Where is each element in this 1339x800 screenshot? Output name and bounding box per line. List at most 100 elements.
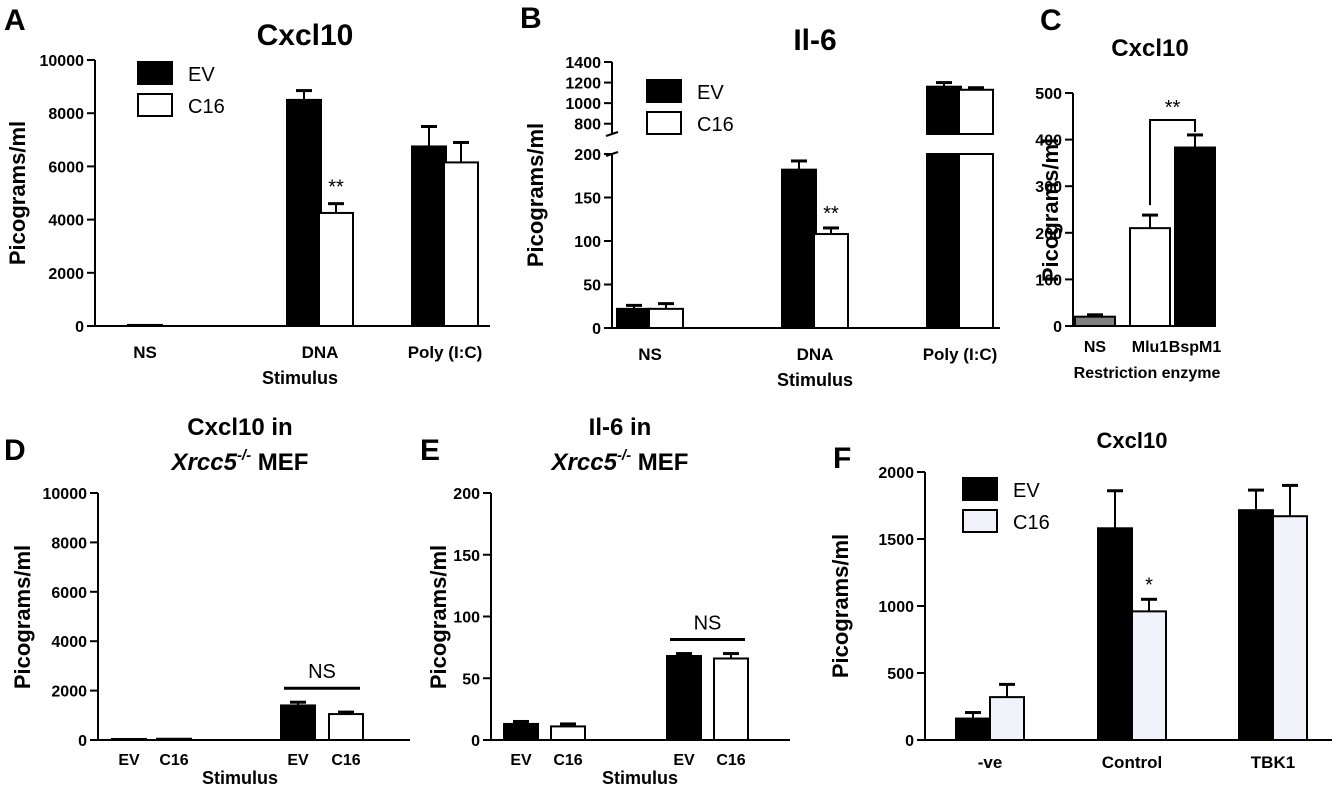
panel-a-ytick-2000-label: 2000 — [48, 266, 84, 283]
panel-b-ytick-1200-label: 1200 — [565, 76, 601, 93]
panel-e-ylabel: Picograms/ml — [426, 545, 451, 689]
panel-e-title-line1: Il-6 in — [589, 414, 652, 441]
panel-d-ytick-6000-label: 6000 — [51, 585, 87, 602]
panel-e-xlabel: Stimulus — [602, 768, 678, 788]
panel-b-bar-ev-0 — [616, 307, 652, 329]
panel-f-xtick-0: -ve — [978, 753, 1003, 772]
panel-f-bar-ev-1 — [1097, 527, 1133, 742]
panel-e-bar-2 — [666, 655, 702, 742]
panel-f-bar-ev-2 — [1238, 509, 1274, 741]
panel-b-legend-swatch-ev — [646, 79, 682, 103]
panel-a-ytick-8000-label: 8000 — [48, 106, 84, 123]
panel-b-legend-label-c16: C16 — [697, 114, 734, 136]
panel-e-ytick-50-label: 50 — [462, 671, 480, 688]
panel-b-legend-swatch-c16 — [646, 111, 682, 135]
panel-b-ytick-200-label: 200 — [574, 147, 601, 164]
panel-a-significance-0: ** — [328, 177, 344, 199]
panel-c-significance-0: ** — [1165, 97, 1181, 119]
panel-c-chart: Cxcl10 0 100 200 300 400 500 Picograms/ml NS Mlu1… — [1035, 35, 1221, 382]
panel-c-bar-0 — [1074, 315, 1116, 327]
panel-f-title: Cxcl10 — [1097, 428, 1168, 453]
panel-d-ylabel: Picograms/ml — [10, 545, 35, 689]
panel-e-bar-3 — [713, 657, 749, 741]
panel-f-ytick-2000-label: 2000 — [878, 465, 914, 482]
panel-f-legend-label-c16: C16 — [1013, 512, 1050, 534]
panel-e-chart: Il-6 in Xrcc5-/- MEF 0 50 100 150 200 Picograms… — [426, 414, 790, 788]
panel-b-bar-ev-2-upper — [926, 85, 962, 135]
panel-e-bar-0 — [503, 722, 539, 742]
panel-f-chart: Cxcl10 0 500 1000 1500 2000 Picograms/ml -ve Con… — [828, 428, 1332, 772]
panel-f-bar-c16-1 — [1131, 610, 1167, 741]
panel-letter-f: F — [833, 442, 851, 475]
panel-a-bar-c16-2 — [443, 161, 479, 327]
panel-letter-d: D — [4, 434, 26, 467]
panel-e-title-sup: -/- — [617, 447, 631, 464]
panel-d-ytick-8000-label: 8000 — [51, 535, 87, 552]
panel-c-ytick-500-label: 500 — [1035, 86, 1062, 103]
panel-d-xtick-0: EV — [118, 752, 140, 769]
panel-b-significance-0: ** — [823, 203, 839, 225]
panel-letter-b: B — [520, 2, 542, 35]
panel-b-ytick-800-label: 800 — [574, 117, 601, 134]
panel-f-legend-swatch-ev — [962, 477, 998, 501]
panel-c-ytick-0-label: 0 — [1053, 319, 1062, 336]
panel-d-significance-0: NS — [308, 661, 336, 683]
panel-d-title-gene: Xrcc5 — [170, 449, 238, 476]
panel-b-bar-c16-1 — [813, 233, 849, 329]
panel-d-xtick-3: C16 — [331, 752, 360, 769]
panel-a-xtick-0: NS — [133, 343, 157, 362]
panel-d-chart: Cxcl10 in Xrcc5-/- MEF 0 2000 4000 6000 8000 10… — [10, 414, 410, 788]
panel-c-ytick-100-label: 100 — [1035, 272, 1062, 289]
panel-e-ytick-0-label: 0 — [471, 733, 480, 750]
panel-e-title-line2: Xrcc5-/- MEF — [550, 447, 689, 476]
panel-e-xtick-3: C16 — [716, 752, 745, 769]
panel-d-bar-2 — [280, 704, 316, 741]
panel-b-ytick-0-label: 0 — [592, 321, 601, 338]
panel-c-xlabel: Restriction enzyme — [1074, 365, 1221, 382]
panel-d-xlabel: Stimulus — [202, 768, 278, 788]
panel-d-xtick-2: EV — [287, 752, 309, 769]
panel-e-ytick-150-label: 150 — [453, 548, 480, 565]
panel-e-significance-0: NS — [694, 613, 722, 635]
panel-c-ytick-400-label: 400 — [1035, 133, 1062, 150]
panel-a-xtick-1: DNA — [302, 343, 339, 362]
panel-f-bar-c16-2 — [1272, 515, 1308, 741]
panel-e-xtick-1: C16 — [553, 752, 582, 769]
panel-e-ytick-200-label: 200 — [453, 486, 480, 503]
panel-c-xtick-0: NS — [1084, 339, 1107, 356]
panel-c-bar-1 — [1129, 227, 1171, 327]
panel-b-ytick-150-label: 150 — [574, 191, 601, 208]
panel-d-title-suffix: MEF — [251, 449, 308, 476]
panel-f-ytick-1500-label: 1500 — [878, 532, 914, 549]
panel-c-ylabel: Picograms/ml — [1038, 138, 1063, 282]
panel-a-ylabel: Picograms/ml — [5, 121, 30, 265]
panel-a-bar-c16-1 — [318, 211, 354, 327]
panel-a-ytick-4000-label: 4000 — [48, 213, 84, 230]
panel-b-axis-break-top — [605, 131, 619, 137]
panel-b-ylabel: Picograms/ml — [523, 123, 548, 267]
panel-f-ylabel: Picograms/ml — [828, 534, 853, 678]
panel-c-bar-2 — [1174, 146, 1216, 327]
panel-d-ytick-10000-label: 10000 — [43, 486, 88, 503]
panel-a-xlabel: Stimulus — [262, 368, 338, 388]
panel-d-ytick-2000-label: 2000 — [51, 684, 87, 701]
panel-letter-e: E — [420, 434, 440, 467]
panel-d-bar-1 — [156, 737, 192, 742]
panel-a-bar-ev-2 — [411, 145, 447, 327]
panel-b-xlabel: Stimulus — [777, 370, 853, 390]
panel-b-title: Il-6 — [793, 24, 836, 57]
panel-b-xtick-1: DNA — [797, 345, 834, 364]
panel-b-bar-c16-2-lower — [958, 153, 994, 329]
panel-b-ytick-1000-label: 1000 — [565, 96, 601, 113]
panel-c-significance-bracket-0 — [1149, 119, 1196, 206]
panel-d-bar-0 — [111, 738, 147, 742]
panel-b-bar-ev-2-lower — [926, 153, 962, 329]
panel-a-title: Cxcl10 — [257, 19, 354, 52]
panel-b-chart: Il-6 0 50 100 150 200 800 1000 1200 1400 Picograms… — [523, 24, 1000, 390]
panel-c-title: Cxcl10 — [1111, 35, 1188, 62]
panel-c-xtick-2: BspM1 — [1169, 339, 1222, 356]
panel-b-legend-label-ev: EV — [697, 82, 724, 104]
panel-a-legend-swatch-c16 — [137, 93, 173, 117]
panel-f-xtick-1: Control — [1102, 753, 1162, 772]
